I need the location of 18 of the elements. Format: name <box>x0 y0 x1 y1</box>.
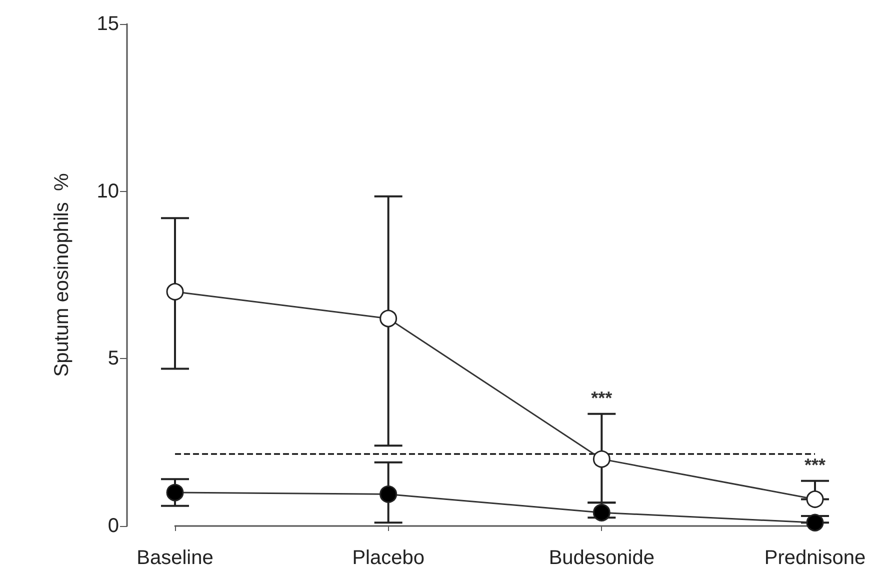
x-tick-label: Baseline <box>136 547 214 569</box>
x-tick-label: Placebo <box>352 547 424 569</box>
point <box>166 282 184 300</box>
point <box>806 514 824 532</box>
point <box>380 310 398 328</box>
point <box>592 450 610 468</box>
y-axis-title: Sputum eosinophils % <box>51 173 73 377</box>
x-tick-label: Prednisone <box>764 547 866 569</box>
point <box>166 484 184 502</box>
annotation: *** <box>804 454 826 475</box>
point <box>806 490 824 508</box>
y-tick-label: 5 <box>108 348 119 370</box>
y-tick-label: 0 <box>108 515 119 537</box>
y-tick-label: 15 <box>96 13 119 35</box>
point <box>380 485 398 503</box>
y-tick-label: 10 <box>96 180 119 202</box>
x-tick-label: Budesonide <box>548 547 654 569</box>
annotation: *** <box>591 388 612 408</box>
